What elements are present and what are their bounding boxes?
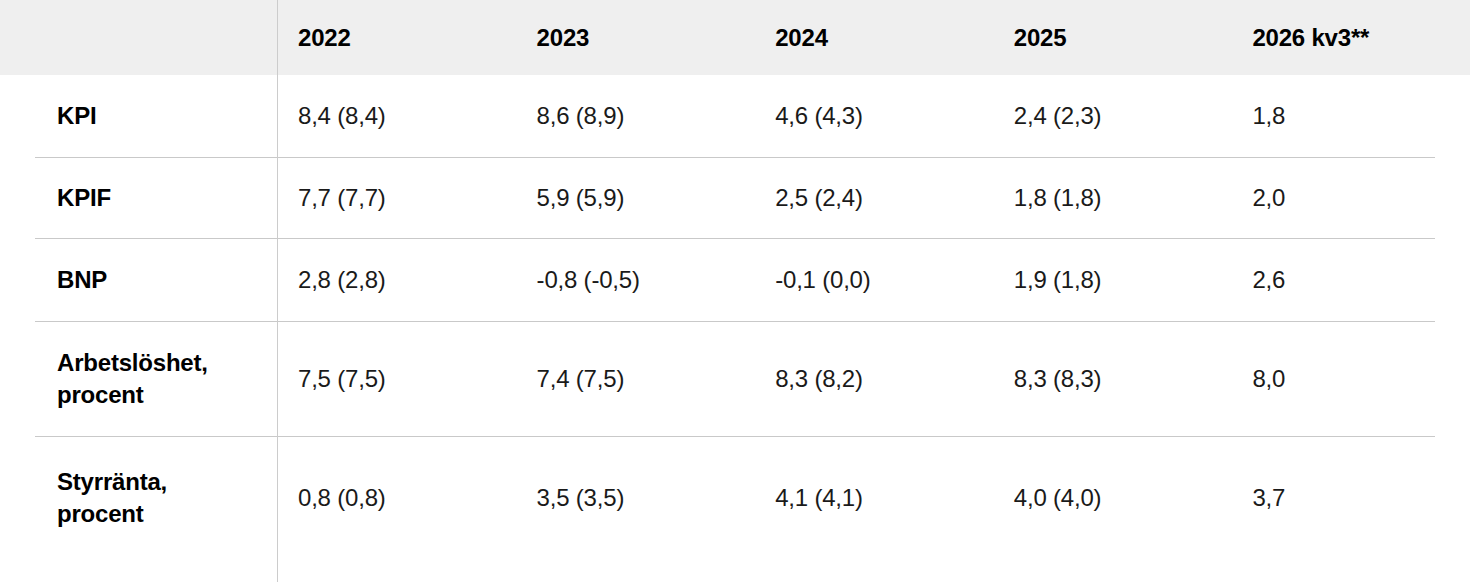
table-cell: 7,4 (7,5)	[516, 363, 755, 395]
table-cell: 3,5 (3,5)	[516, 482, 755, 514]
column-header-2022: 2022	[277, 22, 516, 54]
table-cell: 4,1 (4,1)	[754, 482, 993, 514]
table-row-arbetsloshet: Arbetslöshet, procent 7,5 (7,5) 7,4 (7,5…	[0, 322, 1470, 436]
table-cell: 2,4 (2,3)	[993, 100, 1232, 132]
table-cell: 7,5 (7,5)	[277, 363, 516, 395]
table-cell: 8,0	[1231, 363, 1470, 395]
table-row-kpi: KPI 8,4 (8,4) 8,6 (8,9) 4,6 (4,3) 2,4 (2…	[0, 75, 1470, 157]
table-cell: 8,6 (8,9)	[516, 100, 755, 132]
table-cell: 8,3 (8,3)	[993, 363, 1232, 395]
table-cell: 5,9 (5,9)	[516, 182, 755, 214]
column-header-2026-kv3: 2026 kv3**	[1231, 22, 1470, 54]
table-cell: 0,8 (0,8)	[277, 482, 516, 514]
economic-forecast-table: 2022 2023 2024 2025 2026 kv3** KPI 8,4 (…	[0, 0, 1470, 582]
table-cell: -0,1 (0,0)	[754, 264, 993, 296]
table-cell: 4,6 (4,3)	[754, 100, 993, 132]
table-cell: 2,6	[1231, 264, 1470, 296]
row-label-bnp: BNP	[0, 264, 277, 296]
table-row-kpif: KPIF 7,7 (7,7) 5,9 (5,9) 2,5 (2,4) 1,8 (…	[0, 158, 1470, 238]
table-cell: 1,8 (1,8)	[993, 182, 1232, 214]
table-cell: 1,8	[1231, 100, 1470, 132]
row-label-kpif: KPIF	[0, 182, 277, 214]
column-header-2023: 2023	[516, 22, 755, 54]
row-label-arbetsloshet: Arbetslöshet, procent	[0, 347, 277, 410]
table-row-styrranta: Styrränta, procent 0,8 (0,8) 3,5 (3,5) 4…	[0, 437, 1470, 582]
row-label-styrranta: Styrränta, procent	[0, 466, 277, 529]
row-label-kpi: KPI	[0, 100, 277, 132]
table-cell: 3,7	[1231, 482, 1470, 514]
table-cell: 2,5 (2,4)	[754, 182, 993, 214]
table-cell: 8,3 (8,2)	[754, 363, 993, 395]
table-cell: 4,0 (4,0)	[993, 482, 1232, 514]
table-cell: -0,8 (-0,5)	[516, 264, 755, 296]
column-header-2025: 2025	[993, 22, 1232, 54]
table-row-bnp: BNP 2,8 (2,8) -0,8 (-0,5) -0,1 (0,0) 1,9…	[0, 239, 1470, 321]
table-cell: 7,7 (7,7)	[277, 182, 516, 214]
column-divider-line	[277, 0, 278, 582]
table-cell: 2,8 (2,8)	[277, 264, 516, 296]
table-cell: 1,9 (1,8)	[993, 264, 1232, 296]
table-cell: 8,4 (8,4)	[277, 100, 516, 132]
table-header-row: 2022 2023 2024 2025 2026 kv3**	[0, 0, 1470, 75]
column-header-2024: 2024	[754, 22, 993, 54]
table-cell: 2,0	[1231, 182, 1470, 214]
